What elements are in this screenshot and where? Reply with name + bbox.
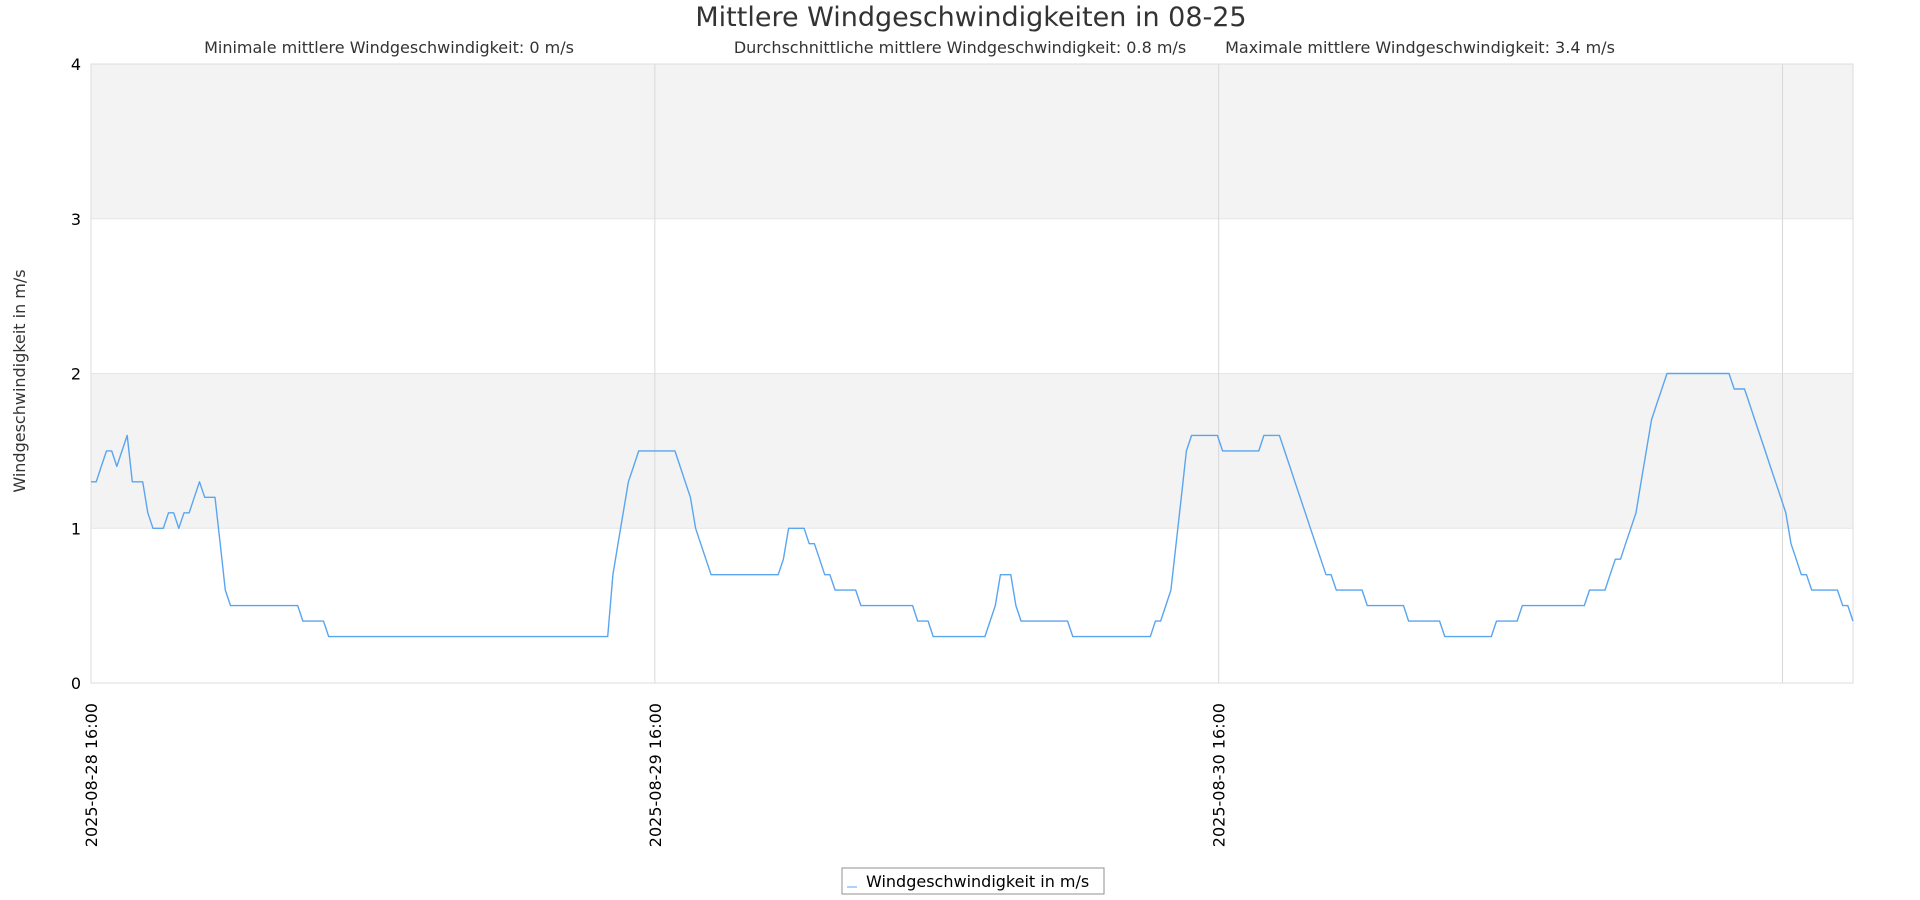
plot-background: [91, 63, 1853, 684]
y-tick-label: 2: [71, 365, 81, 384]
subtitle-max: Maximale mittlere Windgeschwindigkeit: 3…: [1225, 38, 1615, 57]
plot-border: [90, 63, 1854, 684]
legend-box: [841, 867, 1105, 895]
chart-title: Mittlere Windgeschwindigkeiten in 08-25: [695, 2, 1246, 33]
x-axis-ticks: 2025-08-28 16:00 2025-08-29 16:00 2025-08-…: [82, 703, 1229, 847]
y-tick-label: 1: [71, 519, 81, 538]
subtitle-min: Minimale mittlere Windgeschwindigkeit: 0…: [204, 38, 574, 57]
x-tick-label: 2025-08-30 16:00: [1210, 703, 1229, 847]
y-axis-ticks: 0 1 2 3 4: [71, 55, 81, 693]
y-tick-label: 0: [71, 674, 81, 693]
y-tick-label: 4: [71, 55, 81, 74]
series-layer: [91, 372, 1854, 638]
series-line: [91, 372, 1854, 638]
x-tick-label: 2025-08-29 16:00: [646, 703, 665, 847]
subtitle-avg: Durchschnittliche mittlere Windgeschwind…: [734, 38, 1186, 57]
alternate-band: [91, 64, 1853, 219]
alternate-band: [91, 373, 1853, 529]
y-axis-title: Windgeschwindigkeit in m/s: [10, 269, 29, 492]
legend-item-label[interactable]: Windgeschwindigkeit in m/s: [866, 872, 1089, 891]
x-tick-label: 2025-08-28 16:00: [82, 703, 101, 847]
y-tick-label: 3: [71, 210, 81, 229]
legend[interactable]: Windgeschwindigkeit in m/s: [841, 867, 1105, 895]
